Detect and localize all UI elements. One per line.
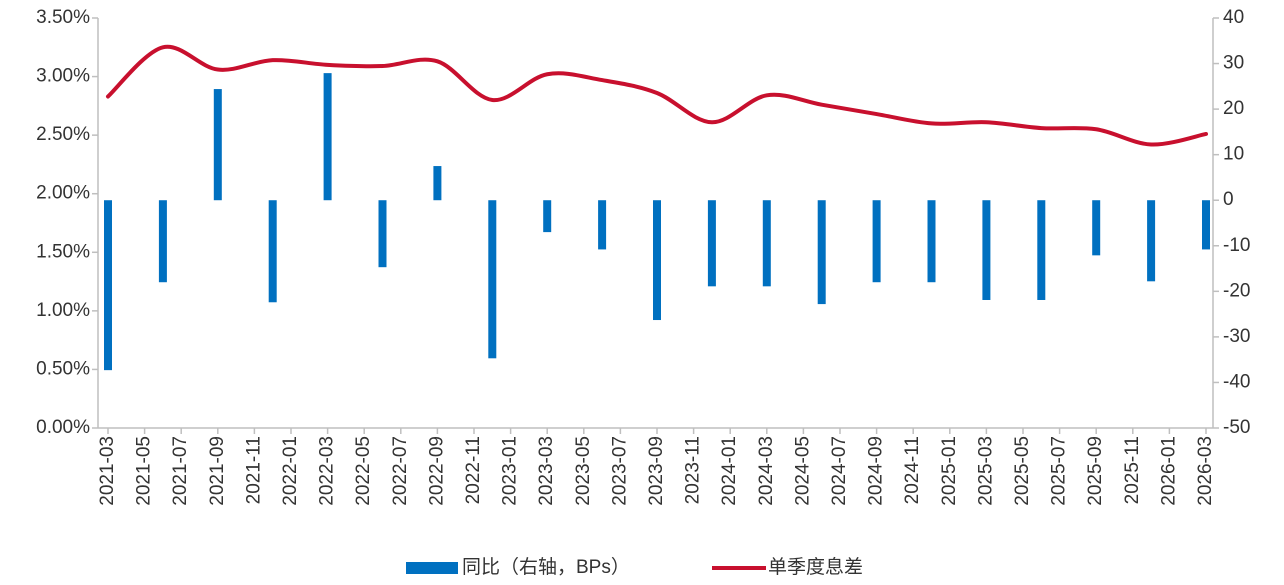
- bar: [323, 73, 332, 201]
- x-tick-label: 2025-07: [1049, 436, 1070, 506]
- bar: [982, 200, 991, 300]
- x-tick-label: 2022-09: [426, 436, 447, 506]
- x-tick-label: 2026-01: [1158, 436, 1179, 506]
- legend-swatch: [406, 562, 458, 574]
- y2-tick-label: 10: [1223, 144, 1244, 165]
- x-tick-label: 2024-05: [792, 436, 813, 506]
- y-tick-label: 0.50%: [36, 358, 90, 379]
- x-tick-label: 2021-09: [207, 436, 228, 506]
- bar: [543, 200, 552, 233]
- bar: [158, 200, 167, 283]
- y-tick-label: 0.00%: [36, 417, 90, 438]
- x-tick-label: 2025-03: [975, 436, 996, 506]
- y-tick-label: 3.00%: [36, 66, 90, 87]
- y-tick-label: 1.00%: [36, 300, 90, 321]
- x-tick-label: 2021-07: [170, 436, 191, 506]
- x-tick-label: 2024-11: [902, 436, 923, 504]
- x-tick-label: 2025-01: [939, 436, 960, 506]
- x-tick-label: 2025-05: [1012, 436, 1033, 506]
- bar: [104, 200, 112, 371]
- x-tick-label: 2024-01: [719, 436, 740, 506]
- x-tick-label: 2022-07: [390, 436, 411, 506]
- x-tick-label: 2021-03: [97, 436, 118, 506]
- x-tick-label: 2023-03: [536, 436, 557, 506]
- y2-tick-label: 0: [1223, 189, 1234, 210]
- x-tick-label: 2023-09: [646, 436, 667, 506]
- x-tick-label: 2023-07: [609, 436, 630, 506]
- x-tick-label: 2025-11: [1122, 436, 1143, 504]
- y2-tick-label: 30: [1223, 53, 1244, 74]
- x-tick-label: 2022-05: [353, 436, 374, 506]
- bar: [378, 200, 387, 268]
- x-tick-label: 2024-09: [866, 436, 887, 506]
- y2-tick-label: 40: [1223, 7, 1244, 28]
- bar: [598, 200, 607, 250]
- y-tick-label: 1.50%: [36, 241, 90, 262]
- bar: [213, 89, 222, 201]
- bar: [653, 200, 661, 321]
- x-tick-label: 2023-11: [683, 436, 704, 504]
- bar: [268, 200, 277, 303]
- x-tick-label: 2022-01: [280, 436, 301, 506]
- bar: [433, 166, 442, 201]
- y2-tick-label: 20: [1223, 98, 1244, 119]
- legend-label: 同比（右轴，BPs）: [462, 556, 630, 578]
- bar: [927, 200, 936, 283]
- y2-tick-label: -50: [1223, 417, 1250, 438]
- x-tick-label: 2022-11: [463, 436, 484, 504]
- bar: [1037, 200, 1046, 300]
- bar: [762, 200, 771, 287]
- x-tick-label: 2026-03: [1195, 436, 1216, 506]
- y2-tick-label: -40: [1223, 371, 1250, 392]
- x-tick-label: 2021-05: [134, 436, 155, 506]
- x-tick-label: 2024-07: [829, 436, 850, 506]
- x-tick-label: 2023-01: [500, 436, 521, 506]
- x-tick-label: 2023-05: [573, 436, 594, 506]
- y2-tick-label: -20: [1223, 280, 1250, 301]
- y-tick-label: 2.50%: [36, 124, 90, 145]
- y2-tick-label: -10: [1223, 235, 1250, 256]
- legend-label: 单季度息差: [768, 556, 863, 578]
- bar: [707, 200, 716, 287]
- bar: [1147, 200, 1156, 282]
- x-tick-label: 2025-09: [1085, 436, 1106, 506]
- bar: [488, 200, 497, 359]
- x-tick-label: 2022-03: [317, 436, 338, 506]
- line: [106, 44, 1208, 147]
- y-tick-label: 3.50%: [36, 7, 90, 28]
- y-tick-label: 2.00%: [36, 183, 90, 204]
- bar: [872, 200, 881, 283]
- bar: [817, 200, 826, 305]
- x-tick-label: 2021-11: [243, 436, 264, 504]
- y2-tick-label: -30: [1223, 326, 1250, 347]
- x-tick-label: 2024-03: [756, 436, 777, 506]
- bar: [1092, 200, 1101, 256]
- bar: [1202, 200, 1210, 250]
